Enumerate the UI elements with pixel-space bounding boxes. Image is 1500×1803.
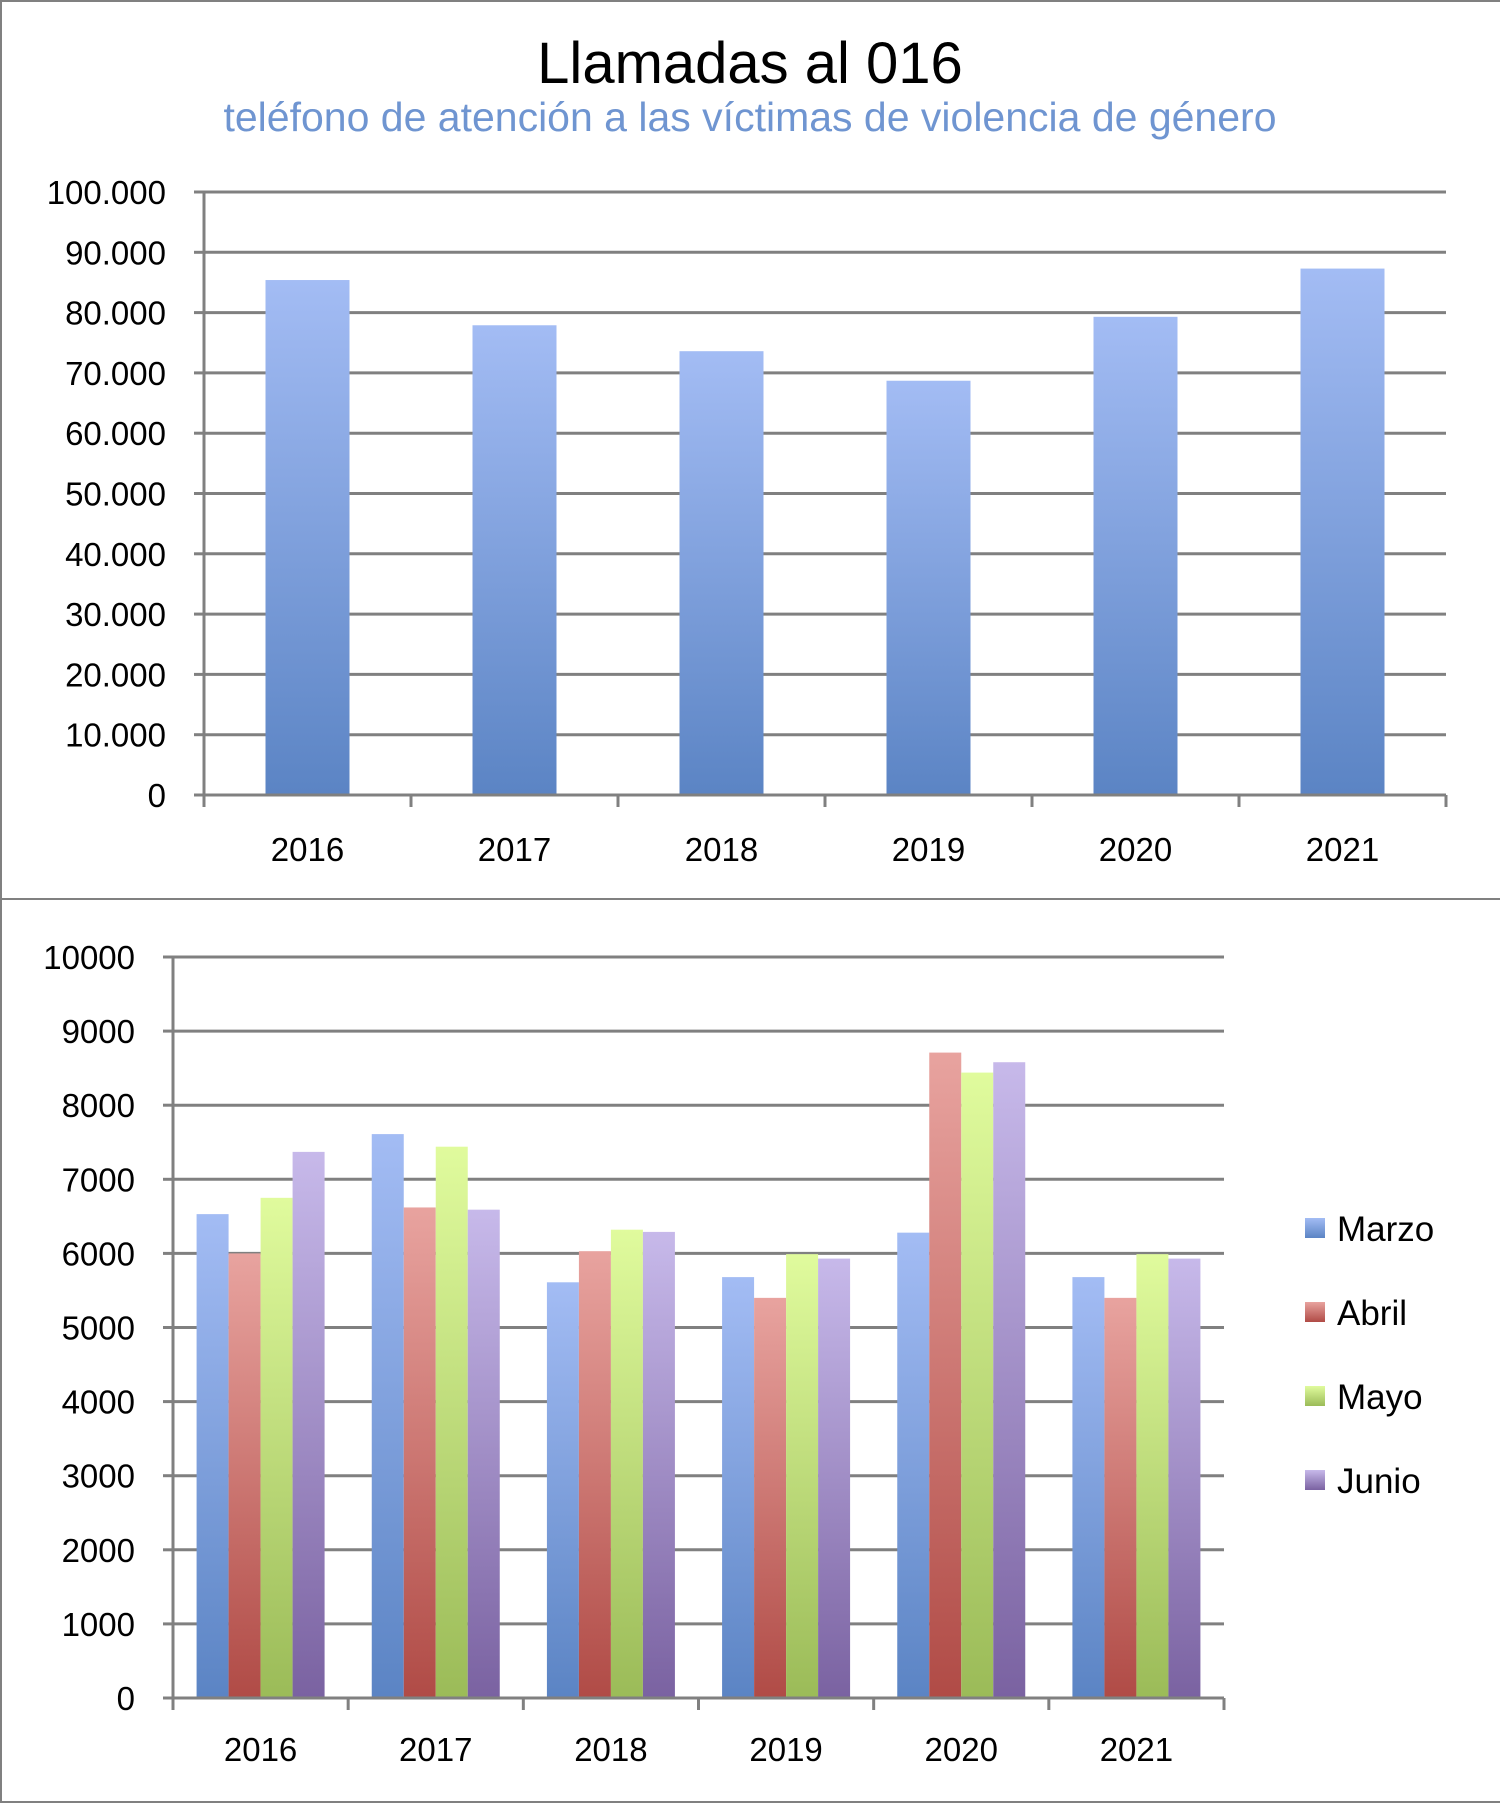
legend-label-mayo: Mayo <box>1337 1378 1423 1417</box>
bar-2019-marzo <box>722 1277 755 1698</box>
chart-subtitle: teléfono de atención a las víctimas de v… <box>223 94 1277 140</box>
bar-2020-mayo <box>961 1072 994 1698</box>
x-tick-label: 2020 <box>925 1731 998 1768</box>
y-tick-label: 4000 <box>62 1384 135 1421</box>
y-tick-label: 0 <box>148 777 166 814</box>
x-tick-label: 2019 <box>749 1731 822 1768</box>
bar-2020-junio <box>993 1062 1026 1698</box>
x-tick-label: 2017 <box>399 1731 472 1768</box>
bar-2018-mayo <box>610 1229 643 1698</box>
bar-2018 <box>679 351 764 795</box>
x-tick-label: 2019 <box>892 831 965 868</box>
x-tick-label: 2016 <box>224 1731 297 1768</box>
y-tick-label: 7000 <box>62 1161 135 1198</box>
y-tick-label: 10.000 <box>65 717 166 754</box>
bar-2016-junio <box>292 1151 325 1698</box>
bar-2016-marzo <box>196 1214 229 1698</box>
y-tick-label: 60.000 <box>65 415 166 452</box>
y-tick-label: 6000 <box>62 1235 135 1272</box>
y-tick-label: 20.000 <box>65 656 166 693</box>
bar-2017-abril <box>403 1207 436 1698</box>
legend-label-abril: Abril <box>1337 1294 1407 1333</box>
legend-swatch-abril <box>1305 1302 1325 1322</box>
bar-2021-mayo <box>1136 1254 1169 1698</box>
y-tick-label: 10000 <box>43 939 135 976</box>
x-tick-label: 2020 <box>1099 831 1172 868</box>
bar-2021-abril <box>1104 1297 1137 1698</box>
y-tick-label: 90.000 <box>65 234 166 271</box>
y-tick-label: 40.000 <box>65 536 166 573</box>
legend-label-junio: Junio <box>1337 1462 1421 1501</box>
x-tick-label: 2018 <box>685 831 758 868</box>
bar-2018-abril <box>578 1251 611 1698</box>
legend-swatch-junio <box>1305 1470 1325 1490</box>
y-tick-label: 9000 <box>62 1013 135 1050</box>
y-tick-label: 5000 <box>62 1310 135 1347</box>
x-tick-label: 2021 <box>1100 1731 1173 1768</box>
y-tick-label: 0 <box>117 1680 135 1717</box>
x-tick-label: 2018 <box>574 1731 647 1768</box>
bar-2019-junio <box>818 1258 851 1698</box>
chart-title: Llamadas al 016 <box>537 31 963 96</box>
y-tick-label: 8000 <box>62 1087 135 1124</box>
bar-2021-junio <box>1168 1258 1201 1698</box>
bar-2017 <box>472 325 557 795</box>
bar-2018-junio <box>642 1231 675 1698</box>
bar-2021 <box>1300 268 1385 795</box>
bar-2019-mayo <box>786 1254 819 1698</box>
annual-calls-chart: 0 10.000 20.000 30.000 40.000 50.000 60.000 70.… <box>47 174 1448 868</box>
x-tick-label: 2021 <box>1306 831 1379 868</box>
legend-swatch-mayo <box>1305 1386 1325 1406</box>
y-tick-label: 50.000 <box>65 476 166 513</box>
bar-2017-junio <box>467 1209 500 1698</box>
bar-2020 <box>1093 316 1178 795</box>
bar-2019 <box>886 380 971 795</box>
y-tick-label: 80.000 <box>65 295 166 332</box>
y-tick-label: 2000 <box>62 1532 135 1569</box>
y-tick-label: 100.000 <box>47 174 166 211</box>
y-tick-label: 70.000 <box>65 355 166 392</box>
bar-2017-marzo <box>371 1134 404 1698</box>
y-tick-label: 3000 <box>62 1458 135 1495</box>
bar-2018-marzo <box>546 1282 579 1698</box>
bar-2020-abril <box>929 1052 962 1698</box>
x-tick-label: 2016 <box>271 831 344 868</box>
y-tick-label: 30.000 <box>65 596 166 633</box>
bar-2016-mayo <box>260 1197 293 1698</box>
bar-2017-mayo <box>435 1146 468 1698</box>
y-tick-label: 1000 <box>62 1606 135 1643</box>
bar-2021-marzo <box>1072 1277 1105 1698</box>
legend-swatch-marzo <box>1305 1218 1325 1238</box>
bar-2016 <box>265 280 350 796</box>
bar-2019-abril <box>754 1297 787 1698</box>
bar-2020-marzo <box>897 1232 930 1698</box>
legend-label-marzo: Marzo <box>1337 1210 1434 1249</box>
x-tick-label: 2017 <box>478 831 551 868</box>
bar-2016-abril <box>228 1253 261 1698</box>
